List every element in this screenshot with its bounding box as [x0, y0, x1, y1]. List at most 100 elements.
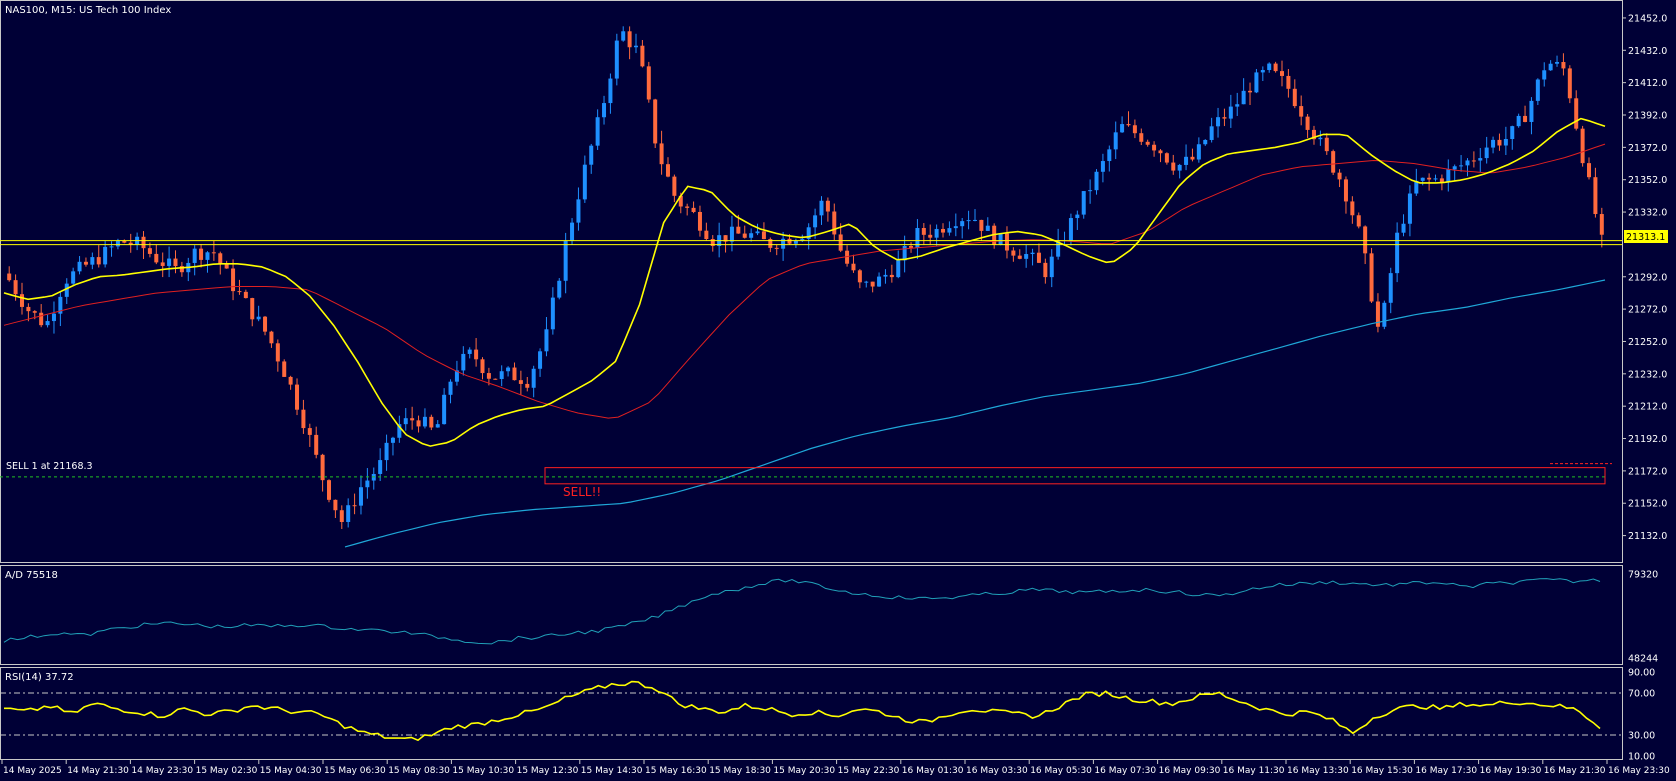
- candle-body: [557, 280, 562, 298]
- candle-body: [1459, 165, 1464, 167]
- time-tick-label: 16 May 01:30: [902, 766, 964, 776]
- candle-body: [1209, 126, 1214, 140]
- candle-body: [77, 261, 82, 272]
- current-price-tag: [1624, 230, 1668, 243]
- candle-body: [1094, 171, 1099, 191]
- candle-body: [1561, 62, 1566, 69]
- time-tick-label: 16 May 21:30: [1544, 766, 1606, 776]
- candle-body: [1401, 223, 1406, 233]
- candle-body: [454, 370, 459, 382]
- candle-body: [288, 376, 293, 385]
- candle-body: [1420, 177, 1425, 181]
- candle-body: [205, 252, 210, 260]
- time-tick-label: 15 May 08:30: [388, 766, 450, 776]
- candle-body: [941, 228, 946, 233]
- candle-body: [256, 316, 261, 320]
- candle-body: [64, 283, 69, 297]
- time-tick-label: 15 May 02:30: [196, 766, 258, 776]
- time-tick-label: 16 May 05:30: [1030, 766, 1092, 776]
- candle-body: [608, 78, 613, 104]
- candle-body: [589, 145, 594, 165]
- candle-body: [665, 164, 670, 177]
- time-tick-label: 14 May 23:30: [131, 766, 193, 776]
- candle-body: [704, 230, 709, 240]
- candle-body: [563, 240, 568, 281]
- y-tick-label: 21352.0: [1628, 175, 1667, 186]
- main-panel-frame: [0, 0, 1623, 563]
- candle-body: [1375, 301, 1380, 327]
- ma-mid-line: [3, 143, 1606, 419]
- rsi-line: [4, 680, 1601, 742]
- candle-body: [1164, 153, 1169, 163]
- candle-body: [115, 240, 120, 247]
- candle-body: [806, 227, 811, 239]
- chart-title: NAS100, M15: US Tech 100 Index: [5, 5, 171, 16]
- candle-body: [39, 312, 44, 326]
- candle-body: [282, 361, 287, 377]
- candle-body: [384, 442, 389, 461]
- time-tick-label: 15 May 16:30: [645, 766, 707, 776]
- candle-body: [243, 291, 248, 299]
- candle-body: [218, 253, 223, 265]
- candle-body: [1587, 163, 1592, 178]
- y-tick-label: 21272.0: [1628, 305, 1667, 316]
- candle-body: [972, 219, 977, 221]
- candle-body: [538, 351, 543, 369]
- candle-body: [147, 248, 152, 254]
- candle-body: [365, 480, 370, 488]
- candle-body: [729, 226, 734, 242]
- y-tick-label: 21132.0: [1628, 531, 1667, 542]
- candle-body: [851, 263, 856, 271]
- ma-fast-line: [3, 117, 1606, 447]
- candle-body: [1075, 214, 1080, 219]
- candle-body: [1363, 226, 1368, 254]
- candle-body: [1126, 124, 1131, 126]
- candle-body: [870, 281, 875, 287]
- y-tick-label: 21152.0: [1628, 499, 1667, 510]
- candle-body: [231, 268, 236, 292]
- candle-body: [614, 40, 619, 79]
- y-tick-label: 21192.0: [1628, 434, 1667, 445]
- candle-body: [390, 437, 395, 443]
- candle-body: [90, 257, 95, 265]
- y-tick-label: 21212.0: [1628, 402, 1667, 413]
- candle-body: [1139, 133, 1144, 142]
- rsi-tick-label: 10.00: [1628, 752, 1655, 763]
- time-tick-label: 16 May 09:30: [1159, 766, 1221, 776]
- y-tick-label: 21392.0: [1628, 111, 1667, 122]
- candle-body: [1280, 71, 1285, 76]
- candle-body: [442, 394, 447, 425]
- candle-body: [800, 238, 805, 241]
- candle-body: [346, 505, 351, 523]
- candle-body: [928, 234, 933, 238]
- candle-body: [774, 247, 779, 249]
- candle-body: [947, 228, 952, 233]
- time-tick-label: 14 May 21:30: [67, 766, 129, 776]
- y-tick-label: 21332.0: [1628, 208, 1667, 219]
- candle-body: [1260, 70, 1265, 73]
- candle-body: [199, 248, 204, 260]
- candle-body: [19, 294, 24, 307]
- candle-body: [397, 424, 402, 438]
- candle-body: [499, 371, 504, 379]
- candle-body: [1171, 162, 1176, 171]
- candle-body: [1113, 132, 1118, 150]
- rsi-tick-label: 30.00: [1628, 731, 1655, 742]
- candle-body: [1120, 124, 1125, 133]
- candle-body: [710, 239, 715, 247]
- candle-body: [1088, 190, 1093, 192]
- candle-body: [1439, 178, 1444, 182]
- candle-body: [857, 270, 862, 283]
- y-tick-label: 21232.0: [1628, 369, 1667, 380]
- candle-body: [902, 245, 907, 261]
- candle-body: [358, 487, 363, 506]
- candle-body: [960, 221, 965, 227]
- candle-body: [1452, 166, 1457, 170]
- candle-body: [825, 200, 830, 212]
- candle-body: [998, 233, 1003, 245]
- candle-body: [1024, 254, 1029, 259]
- time-tick-label: 16 May 11:30: [1223, 766, 1285, 776]
- candle-body: [307, 428, 312, 435]
